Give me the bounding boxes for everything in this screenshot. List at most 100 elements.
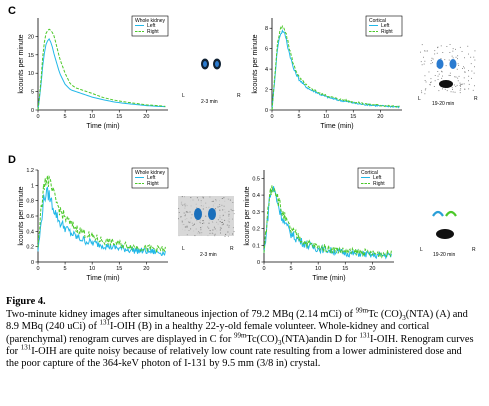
scan-speckle xyxy=(232,202,234,203)
scan-speckle xyxy=(222,221,223,223)
scan-speckle xyxy=(212,229,214,231)
scan-speckle xyxy=(202,197,204,199)
scan-speckle xyxy=(222,209,224,211)
scan-speckle xyxy=(205,202,207,204)
caption-fragment: I-OIH (B) in a healthy 22-y-old female v… xyxy=(6,321,430,345)
scan-image-c-early: L R 2-3 min xyxy=(182,46,241,105)
scan-speckle xyxy=(214,235,216,237)
scan-speckle xyxy=(474,59,476,61)
scan-speckle xyxy=(212,204,214,206)
y-tick-label: 15 xyxy=(28,53,34,59)
y-tick-label: 1.2 xyxy=(26,168,34,174)
scan-speckle xyxy=(228,197,230,199)
scan-speckle xyxy=(471,77,472,79)
x-tick-label: 10 xyxy=(89,114,95,120)
scan-speckle xyxy=(183,211,185,213)
scan-speckle xyxy=(196,223,198,225)
scan-speckle xyxy=(199,232,201,234)
scan-speckle xyxy=(442,88,443,90)
scan-speckle xyxy=(208,227,210,229)
scan-speckle xyxy=(219,217,221,219)
caption-fragment: 131 xyxy=(99,318,111,327)
scan-speckle xyxy=(446,46,448,47)
scan-speckle xyxy=(201,225,203,227)
scan-speckle xyxy=(420,61,422,63)
scan-speckle xyxy=(221,219,223,220)
scan-speckle xyxy=(200,202,202,204)
caption-fragment: I-OIH are quite noisy because of relativ… xyxy=(6,345,462,370)
scan-speckle xyxy=(196,220,198,222)
scan-speckle xyxy=(440,45,442,47)
scan-speckle xyxy=(467,45,469,47)
scan-speckle xyxy=(420,51,421,53)
scan-speckle xyxy=(192,224,194,226)
scan-speckle xyxy=(468,80,469,82)
scan-speckle xyxy=(185,203,187,205)
scan-speckle xyxy=(423,63,425,65)
scan-speckle xyxy=(200,222,202,224)
scan-speckle xyxy=(219,226,221,228)
chart-c-cortical: 0 5 10 15 20 0 2 4 6 8 Time (min) kcounts per minut… xyxy=(252,15,403,130)
scan-speckle xyxy=(181,196,183,198)
scan-speckle xyxy=(456,84,458,86)
y-tick-label: 0 xyxy=(31,260,34,266)
scan-speckle xyxy=(187,212,189,213)
chart-d-cortical: 0 5 10 15 20 0 0.1 0.2 0.3 0.4 0.5 Time (min) kcount… xyxy=(244,167,395,282)
scan-speckle xyxy=(215,216,217,218)
scan-image-c-late: L R 19-20 min xyxy=(418,44,478,107)
scan-speckle xyxy=(222,214,224,216)
scan-speckle xyxy=(440,58,442,59)
series-right-line xyxy=(37,175,166,254)
scan-speckle xyxy=(451,87,453,89)
scan-speckle xyxy=(233,213,235,215)
scan-speckle xyxy=(181,221,183,223)
scan-speckle xyxy=(464,71,466,73)
y-tick-label: 8 xyxy=(265,26,268,32)
x-tick-label: 10 xyxy=(89,266,95,272)
scan-speckle xyxy=(225,225,227,227)
scan-speckle xyxy=(460,84,462,86)
x-tick-label: 20 xyxy=(369,266,375,272)
scan-speckle xyxy=(191,224,192,226)
x-tick-label: 5 xyxy=(290,266,293,272)
scan-speckle xyxy=(228,218,230,220)
scan-speckle xyxy=(460,83,462,85)
scan-speckle xyxy=(220,234,222,236)
scan-speckle xyxy=(207,226,209,228)
scan-speckle xyxy=(421,44,423,46)
scan-speckle xyxy=(449,52,451,53)
scan-speckle xyxy=(229,199,231,201)
x-tick-label: 5 xyxy=(298,114,301,120)
scan-speckle xyxy=(425,81,427,83)
scan-speckle xyxy=(200,205,202,207)
scan-speckle xyxy=(430,60,432,62)
scan-speckle xyxy=(457,58,458,60)
scan-speckle xyxy=(433,86,435,87)
scan-speckle xyxy=(468,83,470,85)
scan-speckle xyxy=(215,199,217,201)
scan-speckle xyxy=(184,205,186,207)
scan-speckle xyxy=(424,60,426,62)
caption-fragment: 99m xyxy=(355,306,369,315)
scan-speckle xyxy=(233,231,235,233)
scan-speckle xyxy=(428,71,430,73)
scan-speckle xyxy=(178,218,179,220)
y-tick-label: 0 xyxy=(257,260,260,266)
y-tick-label: 0.4 xyxy=(252,193,260,199)
scan-speckle xyxy=(455,48,456,50)
scan-time-label: 2-3 min xyxy=(201,99,218,105)
scan-speckle xyxy=(208,206,210,208)
scan-speckle xyxy=(190,220,192,222)
scan-speckle xyxy=(184,218,186,220)
figure-title: Figure 4. xyxy=(6,296,46,307)
scan-speckle xyxy=(421,92,423,94)
scan-speckle xyxy=(184,226,185,228)
scan-speckle xyxy=(190,217,192,219)
caption-fragment: 131 xyxy=(20,343,32,352)
scan-speckle xyxy=(452,50,454,52)
scan-speckle xyxy=(220,232,221,234)
scan-speckle xyxy=(180,216,182,218)
scan-speckle xyxy=(201,217,203,219)
scan-speckle xyxy=(186,205,188,207)
